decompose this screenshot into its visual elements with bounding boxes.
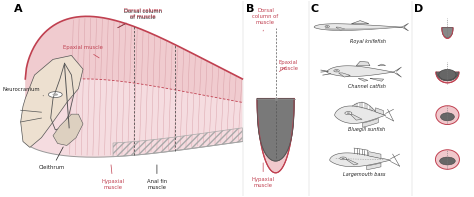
Text: Dorsal
column of
muscle: Dorsal column of muscle	[252, 8, 279, 31]
Text: Dorsal column
of muscle: Dorsal column of muscle	[118, 9, 162, 28]
Polygon shape	[350, 114, 362, 120]
Text: B: B	[246, 4, 254, 14]
Polygon shape	[442, 28, 453, 38]
Text: Anal fin
muscle: Anal fin muscle	[147, 165, 167, 190]
Polygon shape	[257, 98, 294, 173]
Ellipse shape	[346, 112, 350, 114]
Text: Neurocranium: Neurocranium	[3, 87, 44, 96]
Text: Channel catfish: Channel catfish	[347, 84, 385, 89]
Text: Hypaxial
muscle: Hypaxial muscle	[101, 165, 125, 190]
Polygon shape	[351, 21, 369, 24]
Ellipse shape	[48, 92, 62, 98]
Polygon shape	[329, 153, 391, 167]
Polygon shape	[378, 64, 386, 66]
Polygon shape	[314, 24, 402, 31]
Polygon shape	[25, 16, 242, 157]
Text: Largemouth bass: Largemouth bass	[343, 172, 385, 177]
Text: Bluegill sunfish: Bluegill sunfish	[348, 127, 385, 132]
Ellipse shape	[53, 93, 58, 96]
Polygon shape	[356, 61, 370, 66]
Text: Dorsal column
of muscle: Dorsal column of muscle	[118, 8, 162, 28]
Ellipse shape	[436, 106, 459, 125]
Polygon shape	[346, 159, 358, 165]
Polygon shape	[53, 114, 83, 145]
Ellipse shape	[325, 26, 329, 27]
Text: Epaxial
muscle: Epaxial muscle	[279, 60, 298, 72]
Ellipse shape	[440, 113, 455, 121]
Polygon shape	[370, 78, 383, 81]
Text: A: A	[14, 4, 22, 14]
Ellipse shape	[439, 157, 455, 165]
Polygon shape	[437, 72, 458, 81]
Text: C: C	[311, 4, 319, 14]
Ellipse shape	[334, 70, 339, 72]
Polygon shape	[257, 98, 294, 161]
Text: Hypaxial
muscle: Hypaxial muscle	[252, 163, 274, 188]
Text: D: D	[414, 4, 423, 14]
Ellipse shape	[340, 157, 346, 160]
Ellipse shape	[436, 150, 459, 169]
Polygon shape	[436, 72, 459, 83]
Text: Cleithrum: Cleithrum	[39, 147, 65, 170]
Polygon shape	[21, 56, 83, 147]
Text: Epaxial muscle: Epaxial muscle	[63, 45, 103, 58]
Ellipse shape	[345, 112, 352, 115]
Text: Royal knifefish: Royal knifefish	[349, 39, 385, 44]
Ellipse shape	[439, 69, 456, 80]
Polygon shape	[358, 78, 368, 81]
Polygon shape	[325, 27, 395, 31]
Polygon shape	[338, 73, 350, 77]
Polygon shape	[336, 27, 345, 31]
Ellipse shape	[335, 70, 338, 71]
Polygon shape	[335, 106, 386, 124]
Polygon shape	[442, 28, 453, 37]
Polygon shape	[327, 66, 393, 76]
Ellipse shape	[326, 26, 328, 27]
Polygon shape	[25, 16, 242, 102]
Ellipse shape	[341, 158, 345, 159]
